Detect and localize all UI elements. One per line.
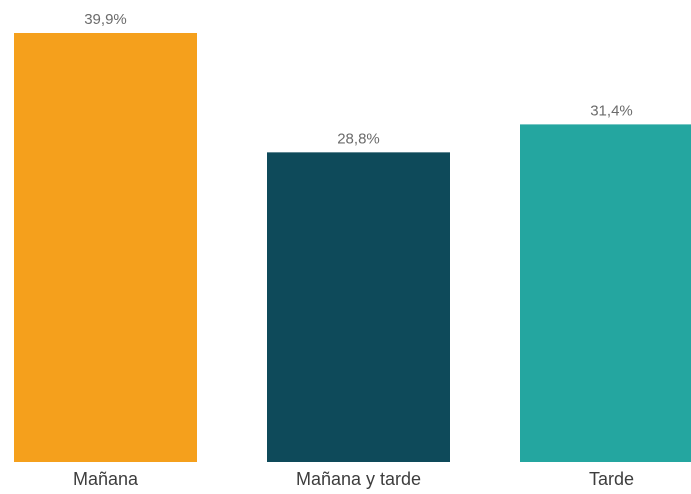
bars-group (14, 33, 691, 462)
bar-2 (267, 152, 450, 462)
value-label-3: 31,4% (590, 102, 633, 119)
category-labels-group: Mañana Mañana y tarde Tarde (73, 469, 634, 489)
bar-1 (14, 33, 197, 462)
bar-3 (520, 124, 691, 462)
category-label-2: Mañana y tarde (296, 469, 421, 489)
value-label-2: 28,8% (337, 130, 380, 147)
value-label-1: 39,9% (84, 11, 127, 28)
value-labels-group: 39,9% 28,8% 31,4% (84, 11, 633, 147)
category-label-1: Mañana (73, 469, 139, 489)
category-label-3: Tarde (589, 469, 634, 489)
